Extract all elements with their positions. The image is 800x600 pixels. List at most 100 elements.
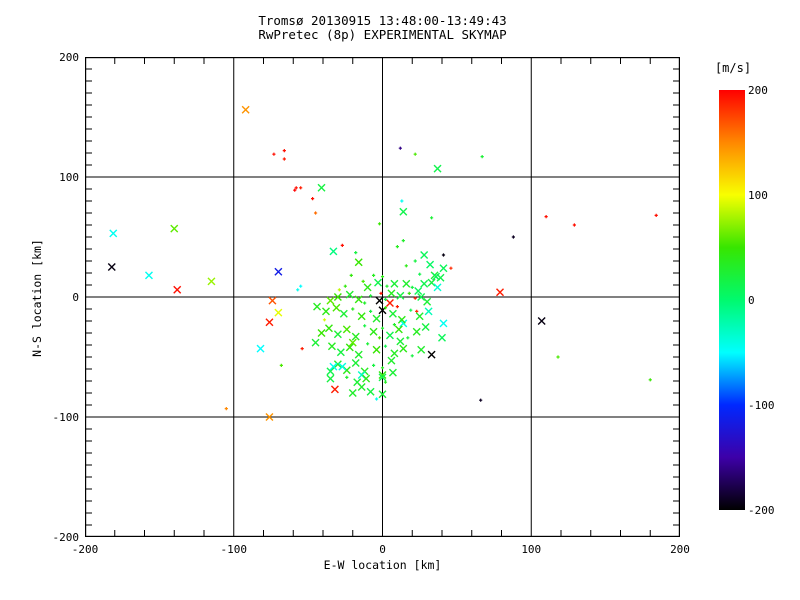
echo-cross-marker: [369, 327, 378, 336]
y-tick-label: -100: [52, 411, 80, 424]
echo-cross-marker: [144, 271, 153, 280]
echo-cross-marker: [354, 350, 363, 359]
echo-dot-marker: [313, 211, 318, 215]
echo-cross-marker: [342, 325, 351, 334]
echo-dot-marker: [413, 259, 417, 263]
echo-cross-marker: [387, 289, 396, 298]
echo-dot-marker: [361, 279, 365, 283]
echo-cross-marker: [399, 344, 408, 353]
x-tick-label: 200: [670, 543, 690, 556]
echo-dot-marker: [648, 378, 652, 382]
echo-cross-marker: [327, 342, 336, 351]
echo-dot-marker: [407, 291, 411, 295]
echo-dot-marker: [401, 239, 405, 243]
echo-dot-marker: [398, 146, 402, 150]
echo-cross-marker: [107, 263, 116, 271]
echo-dot-marker: [410, 285, 414, 289]
echo-cross-marker: [374, 278, 383, 287]
echo-cross-marker: [397, 315, 406, 324]
echo-cross-marker: [366, 387, 375, 396]
echo-cross-marker: [537, 317, 546, 325]
echo-dot-marker: [395, 245, 399, 249]
echo-cross-marker: [329, 362, 338, 371]
echo-cross-marker: [496, 288, 505, 297]
echo-dot-marker: [310, 197, 315, 201]
echo-dot-marker: [354, 251, 358, 255]
echo-cross-marker: [414, 287, 423, 295]
echo-dot-marker: [413, 152, 417, 156]
colorbar-unit-label: [m/s]: [714, 61, 752, 75]
echo-cross-marker: [345, 343, 354, 352]
echo-dot-marker: [224, 407, 228, 411]
echo-dot-marker: [544, 215, 548, 219]
echo-cross-marker: [433, 283, 442, 292]
echo-cross-marker: [173, 285, 182, 294]
title-line1: Tromsø 20130915 13:48:00-13:49:43: [258, 13, 507, 28]
echo-cross-marker: [420, 251, 429, 259]
echo-dot-marker: [383, 344, 388, 348]
x-tick-label: 0: [379, 543, 386, 556]
echo-dot-marker: [363, 301, 367, 305]
echo-dot-marker: [383, 380, 388, 384]
echo-cross-marker: [390, 279, 399, 288]
echo-dot-marker: [410, 354, 414, 358]
echo-cross-marker: [313, 302, 322, 311]
echo-cross-marker: [387, 356, 396, 365]
colorbar-tick-label: -100: [748, 399, 775, 412]
echo-dot-marker: [406, 336, 410, 340]
echo-cross-marker: [394, 325, 403, 334]
echo-dot-marker: [279, 363, 283, 367]
echo-cross-marker: [439, 264, 448, 273]
echo-cross-marker: [332, 303, 341, 312]
echo-cross-marker: [311, 338, 320, 347]
echo-dot-marker: [337, 288, 341, 292]
echo-cross-marker: [417, 293, 426, 301]
echo-dot-marker: [363, 324, 367, 328]
echo-cross-marker: [415, 312, 424, 321]
echo-cross-marker: [329, 247, 338, 256]
echo-dot-marker: [366, 342, 370, 346]
echo-cross-marker: [385, 331, 394, 340]
echo-dot-marker: [556, 355, 560, 359]
echo-dot-marker: [429, 216, 434, 220]
echo-cross-marker: [333, 360, 342, 369]
echo-cross-marker: [348, 338, 357, 347]
echo-cross-marker: [357, 312, 366, 321]
echo-cross-marker: [324, 324, 333, 333]
y-tick-label: 0: [72, 291, 79, 304]
echo-cross-marker: [396, 337, 405, 346]
echo-dot-marker: [409, 308, 413, 312]
echo-dot-marker: [351, 307, 355, 311]
echo-cross-marker: [432, 272, 441, 281]
echo-cross-marker: [326, 367, 335, 376]
echo-cross-marker: [336, 348, 345, 357]
echo-dot-marker: [449, 266, 453, 270]
colorbar-tick-label: 200: [748, 84, 768, 97]
echo-dot-marker: [299, 186, 303, 190]
echo-cross-marker: [354, 258, 363, 267]
echo-dot-marker: [296, 288, 300, 292]
echo-cross-marker: [274, 267, 283, 276]
echo-dot-marker: [377, 222, 382, 226]
plot-area: [85, 57, 680, 537]
echo-cross-marker: [317, 183, 326, 192]
colorbar-tick-label: 0: [748, 294, 755, 307]
echo-dot-marker: [479, 398, 483, 402]
echo-dot-marker: [340, 243, 344, 247]
echo-cross-marker: [362, 374, 371, 383]
y-tick-label: -200: [52, 531, 80, 544]
echo-dot-marker: [380, 366, 385, 370]
echo-dot-marker: [383, 306, 388, 310]
echo-cross-marker: [420, 279, 429, 288]
echo-dot-marker: [349, 273, 353, 277]
echo-dot-marker: [322, 318, 327, 322]
x-axis-label: E-W location [km]: [323, 558, 442, 572]
echo-dot-marker: [294, 186, 298, 190]
x-tick-label: 100: [521, 543, 542, 556]
echo-cross-marker: [378, 390, 387, 399]
y-tick-label: 100: [59, 171, 79, 184]
echo-cross-marker: [417, 345, 426, 354]
colorbar-tick-label: 100: [748, 189, 768, 202]
echo-cross-marker: [256, 344, 265, 353]
echo-cross-marker: [338, 362, 347, 371]
